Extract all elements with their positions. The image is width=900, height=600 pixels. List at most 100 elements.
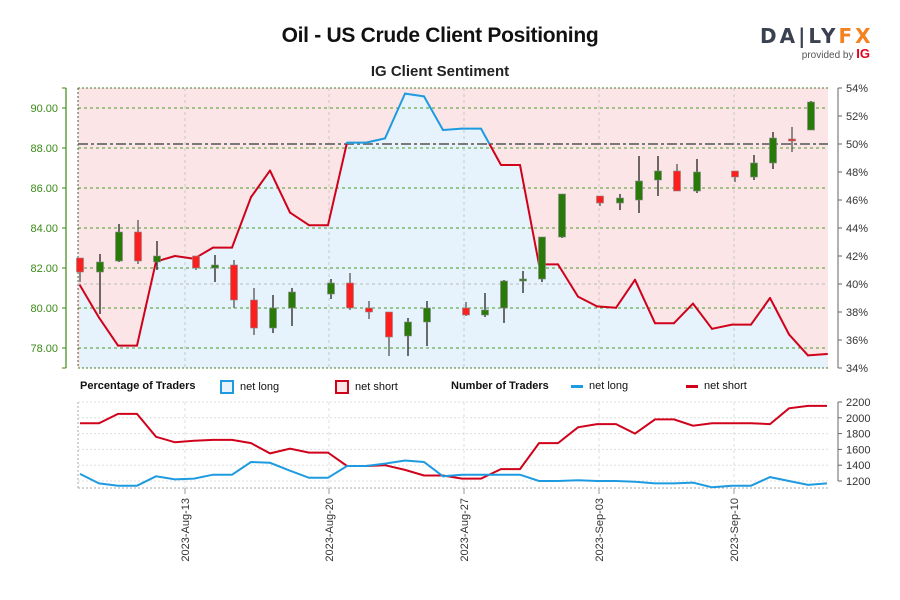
legend-pct-short-label: net short <box>355 381 398 393</box>
sentiment-line <box>384 92 406 140</box>
price-tick: 82.00 <box>30 263 58 275</box>
net-short-swatch-icon <box>335 380 349 394</box>
candlestick <box>558 193 566 238</box>
trader-count-line <box>80 404 827 480</box>
chart-subtitle: IG Client Sentiment <box>370 63 510 80</box>
sentiment-line <box>615 278 636 309</box>
count-tick: 2000 <box>846 413 870 425</box>
candlestick <box>134 220 142 264</box>
sentiment-line <box>750 297 771 326</box>
sentiment-line <box>404 92 425 98</box>
candlestick <box>654 156 662 196</box>
pct-tick: 40% <box>846 279 868 291</box>
pct-tick: 42% <box>846 251 868 263</box>
pct-tick: 48% <box>846 167 868 179</box>
date-tick: 2023-Sep-10 <box>729 498 741 562</box>
pct-tick: 54% <box>846 83 868 95</box>
count-tick: 1400 <box>846 460 870 472</box>
candlestick <box>365 301 373 319</box>
candlestick <box>96 254 104 314</box>
sentiment-line <box>557 263 579 298</box>
sentiment-line <box>289 211 310 227</box>
sentiment-line <box>634 278 656 325</box>
count-tick: 1600 <box>846 444 870 456</box>
sentiment-line <box>788 333 809 357</box>
candlestick <box>327 279 335 299</box>
candlestick <box>76 257 84 282</box>
trader-count-line <box>79 459 828 489</box>
pct-tick: 38% <box>846 307 868 319</box>
pct-tick: 50% <box>846 139 868 151</box>
legend-num-long-label: net long <box>589 380 629 392</box>
candlestick <box>519 271 527 293</box>
sentiment-line <box>269 169 291 214</box>
legend-num-short: net short <box>686 380 747 392</box>
candlestick <box>769 132 777 169</box>
candlestick <box>673 164 681 192</box>
legend-pct-long: net long <box>220 380 279 394</box>
sentiment-line <box>79 284 100 319</box>
candlestick <box>462 302 470 316</box>
candlestick <box>635 156 643 213</box>
legend-pct-short: net short <box>335 380 398 394</box>
pct-tick: 44% <box>846 223 868 235</box>
sentiment-line <box>673 302 694 325</box>
sentiment-line <box>365 137 386 144</box>
count-tick: 1200 <box>846 476 870 488</box>
logo-fx: FX <box>838 24 874 48</box>
sentiment-line <box>98 316 119 347</box>
count-tick: 1800 <box>846 429 870 441</box>
legend-num-short-label: net short <box>704 380 747 392</box>
price-tick: 78.00 <box>30 343 58 355</box>
candlestick <box>385 311 393 356</box>
sentiment-line <box>250 169 271 199</box>
sentiment-line <box>136 260 157 347</box>
legend-number: Number of Traders <box>451 380 549 392</box>
date-tick: 2023-Aug-20 <box>324 498 336 562</box>
candlestick <box>693 159 701 193</box>
candlestick <box>596 195 604 206</box>
price-tick: 80.00 <box>30 303 58 315</box>
legend-num-title: Number of Traders <box>451 380 549 392</box>
sentiment-line <box>769 297 790 336</box>
legend-num-long: net long <box>571 380 628 392</box>
sentiment-line <box>596 305 617 309</box>
candlestick <box>192 255 200 270</box>
chart-title: Oil - US Crude Client Positioning <box>281 24 599 47</box>
candlestick <box>211 255 219 282</box>
legend-pct-title: Percentage of Traders <box>80 380 196 392</box>
candlestick <box>230 260 238 308</box>
logo-text: DA|LY <box>760 24 839 48</box>
candlestick <box>250 288 258 335</box>
candlestick <box>616 194 624 210</box>
candlestick <box>269 295 277 333</box>
sentiment-line <box>711 323 733 330</box>
price-tick: 84.00 <box>30 223 58 235</box>
sentiment-line <box>519 164 540 266</box>
dailyfx-logo: DA|LYFX provided by IG <box>760 24 871 61</box>
candlestick <box>807 101 815 131</box>
legend-percentage: Percentage of Traders <box>80 380 196 392</box>
ig-logo: IG <box>856 46 870 61</box>
price-tick: 90.00 <box>30 103 58 115</box>
candlestick <box>346 273 354 310</box>
pct-tick: 52% <box>846 111 868 123</box>
long-area <box>80 93 827 368</box>
sentiment-line <box>231 196 252 249</box>
candlestick <box>481 293 489 317</box>
price-tick: 86.00 <box>30 183 58 195</box>
candlestick <box>115 224 123 262</box>
legend-pct-long-label: net long <box>240 381 280 393</box>
date-tick: 2023-Aug-27 <box>459 498 471 562</box>
date-tick: 2023-Sep-03 <box>594 498 606 562</box>
candlestick <box>288 288 296 326</box>
logo-provided-by: provided by <box>801 50 854 61</box>
candlestick <box>153 241 161 270</box>
sentiment-line <box>174 255 195 260</box>
net-long-line-icon <box>571 384 583 388</box>
price-tick: 88.00 <box>30 143 58 155</box>
sentiment-line <box>423 95 444 131</box>
sentiment-line <box>807 353 828 357</box>
candlestick <box>731 170 739 182</box>
